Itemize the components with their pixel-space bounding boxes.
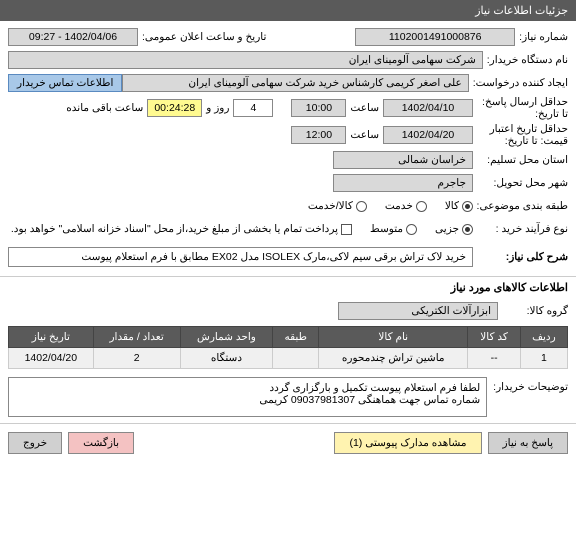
table-header: واحد شمارش — [180, 327, 273, 348]
validity-label: حداقل تاریخ اعتبارقیمت: تا تاریخ: — [473, 123, 568, 147]
contact-buyer-button[interactable]: اطلاعات تماس خریدار — [8, 74, 122, 92]
desc-label: شرح کلی نیاز: — [473, 251, 568, 263]
requester-label: ایجاد کننده درخواست: — [469, 77, 568, 89]
days-value: 4 — [233, 99, 273, 117]
table-cell: 1 — [520, 348, 567, 369]
public-date-label: تاریخ و ساعت اعلان عمومی: — [138, 31, 266, 43]
items-table: ردیفکد کالانام کالاطبقهواحد شمارشتعداد /… — [8, 326, 568, 369]
process-low-radio[interactable]: جزیی — [435, 223, 473, 235]
table-header: تعداد / مقدار — [93, 327, 180, 348]
deadline-date-value: 1402/04/10 — [383, 99, 473, 117]
page-title: جزئیات اطلاعات نیاز — [475, 5, 568, 17]
attachments-button[interactable]: مشاهده مدارک پیوستی (1) — [334, 432, 481, 454]
table-header: طبقه — [273, 327, 319, 348]
category-radio-group: کالا خدمت کالا/خدمت — [308, 200, 473, 212]
validity-time-value: 12:00 — [291, 126, 346, 144]
validity-date-value: 1402/04/20 — [383, 126, 473, 144]
category-goods-radio[interactable]: کالا — [445, 200, 473, 212]
table-cell: ماشین تراش چندمحوره — [319, 348, 468, 369]
province-label: استان محل تسلیم: — [473, 154, 568, 166]
table-cell: دستگاه — [180, 348, 273, 369]
buyer-name-value: شرکت سهامی آلومینای ایران — [8, 51, 483, 69]
table-header: کد کالا — [468, 327, 520, 348]
table-header: ردیف — [520, 327, 567, 348]
category-service-radio[interactable]: خدمت — [385, 200, 427, 212]
table-cell: -- — [468, 348, 520, 369]
days-label: روز و — [202, 102, 233, 114]
notes-label: توضیحات خریدار: — [493, 377, 568, 417]
group-label: گروه کالا: — [498, 305, 568, 317]
buyer-name-label: نام دستگاه خریدار: — [483, 54, 568, 66]
public-date-value: 1402/04/06 - 09:27 — [8, 28, 138, 46]
payment-checkbox[interactable]: پرداخت تمام یا بخشی از مبلغ خرید،از محل … — [11, 223, 352, 235]
form-section: شماره نیاز: 1102001491000876 تاریخ و ساع… — [0, 21, 576, 276]
process-label: نوع فرآیند خرید : — [473, 223, 568, 235]
city-label: شهر محل تحویل: — [473, 177, 568, 189]
back-button[interactable]: بازگشت — [68, 432, 134, 454]
remaining-label: ساعت باقی مانده — [62, 102, 147, 114]
table-cell: 1402/04/20 — [9, 348, 94, 369]
city-value: جاجرم — [333, 174, 473, 192]
table-header: نام کالا — [319, 327, 468, 348]
requester-value: علی اصغر کریمی کارشناس خرید شرکت سهامی آ… — [122, 74, 468, 92]
table-row: 1--ماشین تراش چندمحوره دستگاه21402/04/20 — [9, 348, 568, 369]
table-cell — [273, 348, 319, 369]
category-label: طبقه بندی موضوعی: — [473, 200, 568, 212]
page-header: جزئیات اطلاعات نیاز — [0, 0, 576, 21]
desc-value: خرید لاک تراش برقی سیم لاکی،مارک ISOLEX … — [8, 247, 473, 267]
process-radio-group: جزیی متوسط — [370, 223, 473, 235]
group-value: ابزارآلات الکتریکی — [338, 302, 498, 320]
countdown-value: 00:24:28 — [147, 99, 202, 117]
respond-button[interactable]: پاسخ به نیاز — [488, 432, 568, 454]
validity-time-label: ساعت — [346, 129, 383, 141]
deadline-time-value: 10:00 — [291, 99, 346, 117]
table-header: تاریخ نیاز — [9, 327, 94, 348]
notes-value: لطفا فرم استعلام پیوست تکمیل و بارگزاری … — [8, 377, 487, 417]
table-cell: 2 — [93, 348, 180, 369]
process-mid-radio[interactable]: متوسط — [370, 223, 417, 235]
footer-bar: پاسخ به نیاز مشاهده مدارک پیوستی (1) باز… — [0, 423, 576, 462]
items-section-title: اطلاعات کالاهای مورد نیاز — [0, 276, 576, 298]
deadline-time-label: ساعت — [346, 102, 383, 114]
category-both-radio[interactable]: کالا/خدمت — [308, 200, 367, 212]
exit-button[interactable]: خروج — [8, 432, 62, 454]
need-number-label: شماره نیاز: — [515, 31, 568, 43]
need-number-value: 1102001491000876 — [355, 28, 515, 46]
province-value: خراسان شمالی — [333, 151, 473, 169]
deadline-label: حداقل ارسال پاسخ:تا تاریخ: — [473, 96, 568, 120]
